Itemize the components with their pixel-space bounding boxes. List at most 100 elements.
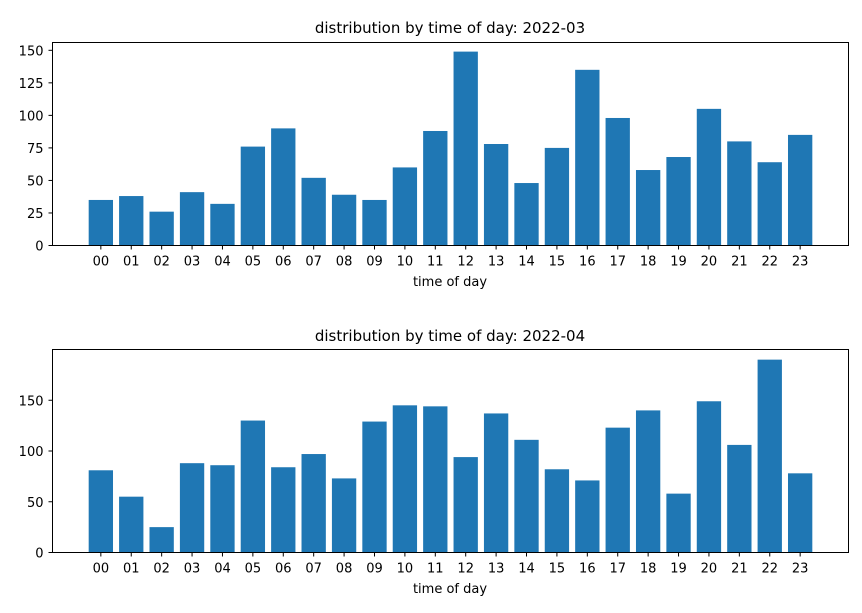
x-axis-label: time of day: [413, 275, 487, 290]
chart-title: distribution by time of day: 2022-04: [315, 327, 585, 345]
y-tick-label: 125: [19, 77, 44, 92]
bar-18: [635, 410, 661, 553]
bar-06: [271, 467, 296, 553]
x-tick-label: 08: [336, 255, 353, 270]
bar-22: [757, 359, 782, 553]
bar-22: [757, 162, 782, 246]
x-tick-label: 14: [518, 255, 535, 270]
bar-10: [392, 405, 418, 553]
x-tick-label: 22: [761, 562, 778, 577]
x-tick-label: 23: [792, 562, 809, 577]
bar-02: [149, 527, 174, 553]
bar-14: [514, 439, 539, 553]
bar-03: [179, 192, 205, 246]
bar-21: [727, 444, 752, 553]
x-tick-label: 05: [245, 562, 262, 577]
bar-23: [787, 134, 813, 246]
bar-09: [362, 421, 387, 553]
x-tick-label: 16: [579, 562, 596, 577]
bar-13: [483, 413, 509, 553]
plot-frame: [52, 349, 849, 553]
bar-07: [301, 177, 326, 246]
bar-01: [119, 196, 144, 246]
bar-15: [544, 469, 570, 553]
x-tick-label: 03: [184, 562, 201, 577]
x-tick-label: 12: [457, 255, 474, 270]
y-tick-label: 100: [19, 109, 44, 124]
x-tick-label: 23: [792, 255, 809, 270]
x-tick-label: 13: [488, 562, 505, 577]
x-tick-label: 20: [701, 562, 718, 577]
bar-20: [696, 401, 722, 553]
bar-05: [240, 420, 266, 553]
bar-20: [696, 108, 722, 246]
y-tick-label: 150: [19, 394, 44, 409]
x-tick-label: 15: [549, 255, 566, 270]
x-tick-label: 05: [245, 255, 262, 270]
x-tick-label: 03: [184, 255, 201, 270]
y-axis-ticks: 0 25 50 75 100 125 150: [19, 44, 53, 255]
bar-18: [635, 170, 661, 246]
x-axis-ticks: 00 01 02 03 04 05 06 07 08 09 10 11 12 13 14 15 16 17 18 19…: [93, 552, 809, 577]
plot-frame: [52, 42, 849, 246]
bar-23: [787, 473, 813, 553]
bar-06: [271, 128, 296, 246]
y-tick-label: 75: [27, 142, 44, 157]
y-tick-label: 0: [35, 547, 43, 562]
bar-00: [88, 470, 114, 553]
bar-10: [392, 167, 418, 246]
y-tick-label: 100: [19, 445, 44, 460]
x-tick-label: 20: [701, 255, 718, 270]
x-tick-label: 12: [457, 562, 474, 577]
bar-02: [149, 211, 174, 246]
bar-11: [423, 130, 448, 246]
y-tick-label: 50: [27, 174, 44, 189]
bar-14: [514, 183, 539, 246]
x-tick-label: 10: [397, 255, 414, 270]
x-tick-label: 18: [640, 562, 657, 577]
bar-19: [666, 493, 691, 553]
bar-16: [575, 69, 600, 246]
x-tick-label: 01: [123, 255, 140, 270]
x-tick-label: 21: [731, 562, 748, 577]
bar-09: [362, 199, 387, 246]
x-tick-label: 00: [93, 562, 110, 577]
bar-04: [210, 203, 235, 246]
bar-01: [119, 496, 144, 553]
bar-12: [453, 51, 478, 246]
bar-04: [210, 465, 235, 553]
bar-03: [179, 463, 205, 553]
x-tick-label: 11: [427, 255, 444, 270]
x-axis-ticks: 00 01 02 03 04 05 06 07 08 09 10 11 12 13 14 15 16 17 18 19…: [93, 245, 809, 270]
y-axis-ticks: 0 50 100 150: [19, 394, 53, 562]
x-tick-label: 21: [731, 255, 748, 270]
x-tick-label: 11: [427, 562, 444, 577]
x-tick-label: 19: [670, 255, 687, 270]
x-tick-label: 17: [609, 562, 626, 577]
bar-08: [331, 194, 357, 246]
y-tick-label: 150: [19, 44, 44, 59]
x-tick-label: 10: [397, 562, 414, 577]
bar-11: [423, 406, 448, 553]
bar-13: [483, 144, 509, 246]
x-tick-label: 06: [275, 255, 292, 270]
y-tick-label: 0: [35, 240, 43, 255]
chart-title: distribution by time of day: 2022-03: [315, 19, 585, 37]
x-tick-label: 19: [670, 562, 687, 577]
x-tick-label: 09: [366, 562, 383, 577]
bars-group: [88, 51, 813, 246]
x-tick-label: 00: [93, 255, 110, 270]
bar-19: [666, 157, 691, 246]
bar-05: [240, 146, 266, 246]
y-tick-label: 25: [27, 207, 44, 222]
x-tick-label: 16: [579, 255, 596, 270]
bar-21: [727, 141, 752, 246]
x-tick-label: 07: [305, 562, 322, 577]
x-tick-label: 22: [761, 255, 778, 270]
bar-00: [88, 199, 114, 246]
bar-07: [301, 454, 326, 553]
x-axis-label: time of day: [413, 582, 487, 597]
chart-2022-04: distribution by time of day: 2022-04 05 0…: [19, 327, 849, 597]
x-tick-label: 15: [549, 562, 566, 577]
